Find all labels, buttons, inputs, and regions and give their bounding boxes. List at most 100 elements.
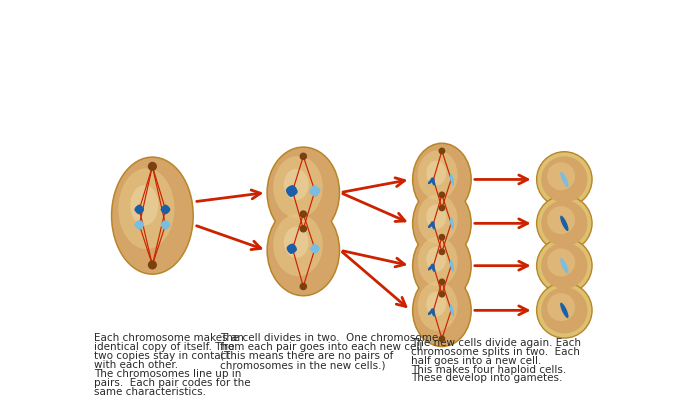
Circle shape — [300, 153, 307, 159]
Ellipse shape — [164, 205, 170, 210]
Ellipse shape — [412, 143, 472, 217]
Ellipse shape — [268, 206, 339, 295]
Ellipse shape — [161, 209, 167, 214]
Circle shape — [439, 336, 444, 342]
Circle shape — [164, 223, 167, 226]
Ellipse shape — [309, 191, 316, 196]
Ellipse shape — [292, 185, 298, 193]
Circle shape — [439, 192, 444, 198]
Ellipse shape — [286, 189, 292, 197]
Text: chromosome splits in two.  Each: chromosome splits in two. Each — [411, 347, 580, 357]
Circle shape — [313, 247, 316, 251]
Circle shape — [137, 223, 141, 226]
Ellipse shape — [313, 185, 321, 191]
Ellipse shape — [418, 150, 458, 200]
Ellipse shape — [313, 244, 319, 249]
Ellipse shape — [414, 144, 470, 215]
Ellipse shape — [432, 179, 435, 186]
Ellipse shape — [284, 226, 309, 258]
Circle shape — [137, 208, 141, 211]
Ellipse shape — [450, 173, 454, 185]
Text: with each other.: with each other. — [94, 360, 178, 370]
Ellipse shape — [450, 260, 454, 272]
Ellipse shape — [418, 281, 458, 331]
Ellipse shape — [412, 186, 472, 260]
Ellipse shape — [310, 249, 316, 254]
Ellipse shape — [315, 247, 320, 254]
Circle shape — [300, 211, 307, 217]
Ellipse shape — [547, 248, 575, 277]
Ellipse shape — [426, 247, 446, 272]
Circle shape — [313, 189, 317, 193]
Ellipse shape — [537, 152, 592, 207]
Ellipse shape — [450, 217, 454, 229]
Ellipse shape — [315, 189, 321, 196]
Ellipse shape — [428, 310, 433, 315]
Circle shape — [300, 226, 307, 232]
Ellipse shape — [432, 223, 435, 229]
Text: Each chromosome makes an: Each chromosome makes an — [94, 333, 244, 344]
Ellipse shape — [432, 310, 435, 316]
Circle shape — [431, 222, 434, 225]
Ellipse shape — [432, 265, 435, 272]
Circle shape — [439, 235, 444, 240]
Text: pairs.  Each pair codes for the: pairs. Each pair codes for the — [94, 378, 251, 388]
Circle shape — [439, 205, 444, 210]
Ellipse shape — [118, 168, 174, 249]
Ellipse shape — [164, 209, 170, 214]
Ellipse shape — [164, 220, 170, 226]
Ellipse shape — [547, 293, 575, 321]
Ellipse shape — [418, 194, 458, 244]
Ellipse shape — [450, 304, 454, 316]
Ellipse shape — [292, 244, 297, 250]
Ellipse shape — [547, 162, 575, 190]
Ellipse shape — [111, 156, 194, 275]
Ellipse shape — [541, 287, 587, 333]
Circle shape — [148, 162, 156, 170]
Ellipse shape — [541, 200, 587, 247]
Ellipse shape — [290, 249, 297, 254]
Ellipse shape — [414, 275, 470, 346]
Ellipse shape — [309, 186, 315, 193]
Ellipse shape — [414, 230, 470, 301]
Text: The chromosomes line up in: The chromosomes line up in — [94, 369, 242, 379]
Ellipse shape — [164, 224, 170, 230]
Ellipse shape — [537, 238, 592, 293]
Text: half goes into a new cell.: half goes into a new cell. — [411, 356, 542, 366]
Ellipse shape — [290, 191, 298, 197]
Ellipse shape — [537, 196, 592, 251]
Circle shape — [164, 208, 167, 211]
Ellipse shape — [284, 169, 309, 200]
Ellipse shape — [266, 204, 340, 296]
Ellipse shape — [310, 244, 315, 250]
Text: two copies stay in contact: two copies stay in contact — [94, 351, 230, 361]
Ellipse shape — [161, 220, 167, 226]
Ellipse shape — [426, 291, 446, 316]
Circle shape — [290, 247, 294, 251]
Ellipse shape — [134, 209, 140, 214]
Ellipse shape — [412, 273, 472, 347]
Circle shape — [148, 261, 156, 269]
Ellipse shape — [428, 265, 433, 270]
Text: same characteristics.: same characteristics. — [94, 387, 206, 397]
Ellipse shape — [426, 205, 446, 229]
Ellipse shape — [112, 158, 192, 273]
Ellipse shape — [541, 156, 587, 203]
Ellipse shape — [287, 244, 293, 249]
Ellipse shape — [134, 220, 140, 226]
Text: The cell divides in two.  One chromosome: The cell divides in two. One chromosome — [220, 333, 438, 344]
Ellipse shape — [426, 161, 446, 185]
Circle shape — [439, 291, 444, 297]
Ellipse shape — [428, 223, 433, 228]
Ellipse shape — [287, 247, 292, 254]
Circle shape — [439, 148, 444, 154]
Ellipse shape — [428, 179, 433, 184]
Circle shape — [431, 309, 434, 312]
Text: identical copy of itself. The: identical copy of itself. The — [94, 342, 235, 352]
Circle shape — [300, 284, 307, 290]
Ellipse shape — [412, 229, 472, 302]
Ellipse shape — [560, 172, 568, 187]
Circle shape — [439, 279, 444, 284]
Ellipse shape — [161, 224, 167, 230]
Ellipse shape — [266, 146, 340, 239]
